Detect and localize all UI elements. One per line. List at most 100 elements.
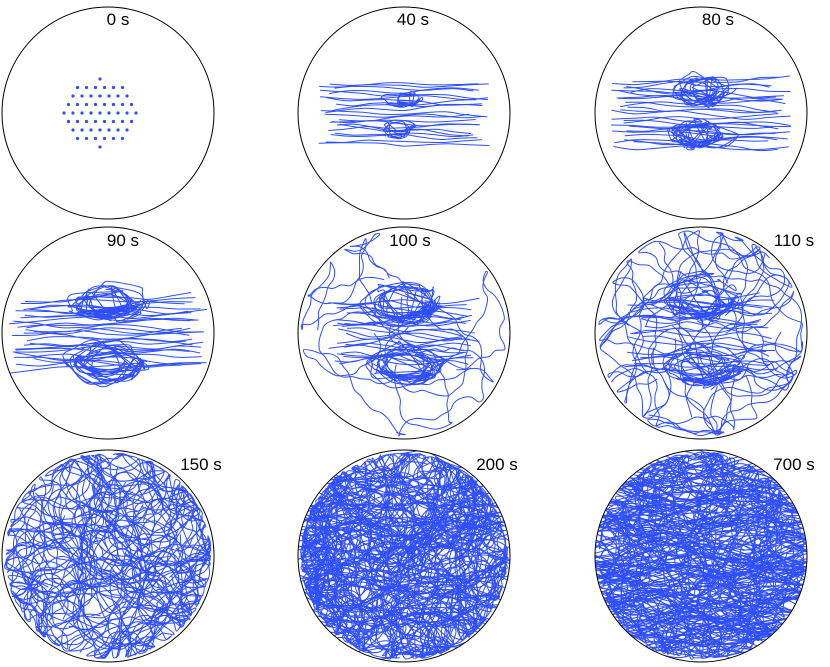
trajectory xyxy=(328,123,480,131)
trajectory xyxy=(325,139,483,144)
trajectory xyxy=(94,578,192,659)
trajectory xyxy=(625,101,777,113)
tracer-dot xyxy=(80,94,84,98)
trajectory xyxy=(672,230,803,352)
trajectories-1 xyxy=(318,82,490,147)
trajectory xyxy=(112,453,207,600)
tracer-dot xyxy=(66,119,71,124)
trajectory xyxy=(379,289,438,316)
trajectories-7 xyxy=(298,450,510,662)
trajectory xyxy=(665,538,804,656)
tracer-dot xyxy=(111,136,116,141)
trajectory xyxy=(298,577,510,591)
trajectory xyxy=(681,464,755,621)
trajectory xyxy=(729,490,805,611)
trajectories-5 xyxy=(598,230,804,437)
trajectory xyxy=(307,238,385,305)
trajectory xyxy=(23,301,193,310)
tracer-dot xyxy=(98,145,102,149)
trajectory xyxy=(82,290,129,314)
trajectory xyxy=(53,560,206,658)
trajectory xyxy=(628,546,774,659)
trajectory xyxy=(21,483,158,594)
trajectory xyxy=(4,546,192,616)
trajectory xyxy=(298,588,510,612)
tracer-dot xyxy=(107,128,111,132)
time-label: 80 s xyxy=(702,10,734,29)
trajectory xyxy=(306,584,437,656)
trajectory xyxy=(329,87,479,94)
trajectory xyxy=(599,570,740,654)
tracer-dot xyxy=(111,85,116,90)
trajectory xyxy=(402,467,469,620)
trajectory xyxy=(81,453,172,641)
trajectory xyxy=(630,329,772,339)
trajectories-4 xyxy=(300,233,506,437)
tracer-dot xyxy=(116,128,120,132)
trajectory xyxy=(318,309,471,386)
trajectory xyxy=(6,497,195,573)
trajectory xyxy=(87,455,164,656)
trajectory xyxy=(298,534,510,555)
trajectory xyxy=(298,525,510,555)
trajectory xyxy=(298,503,510,524)
tracer-dot xyxy=(125,94,129,98)
trajectory xyxy=(13,320,203,333)
tracer-dot xyxy=(66,102,71,107)
tracer-dot xyxy=(107,111,111,115)
panel-1: 40 s xyxy=(297,6,511,220)
trajectory xyxy=(20,297,196,305)
disk-boundary xyxy=(1,449,215,663)
disk-boundary xyxy=(594,226,808,440)
tracer-dot xyxy=(102,136,107,141)
trajectory xyxy=(666,284,740,309)
trajectory xyxy=(624,133,778,141)
trajectory xyxy=(298,640,510,662)
trajectory xyxy=(663,358,794,436)
trajectory xyxy=(333,475,474,567)
trajectory xyxy=(72,491,151,659)
tracer-dot xyxy=(84,85,89,90)
tracer-dot xyxy=(71,94,75,98)
tracer-dot xyxy=(134,111,138,115)
tracer-dot xyxy=(89,94,93,98)
trajectory xyxy=(595,592,807,622)
trajectory xyxy=(363,308,453,430)
trajectory xyxy=(298,484,510,510)
trajectory xyxy=(125,535,211,657)
trajectory xyxy=(717,453,778,640)
trajectory xyxy=(624,453,718,597)
trajectory xyxy=(638,240,786,316)
tracer-dot xyxy=(116,111,120,115)
tracer-dot xyxy=(84,102,89,107)
trajectory xyxy=(324,454,436,577)
trajectory xyxy=(334,85,474,92)
trajectory xyxy=(298,559,510,580)
panel-2: 80 s xyxy=(594,6,808,220)
trajectory xyxy=(315,462,452,627)
trajectory xyxy=(680,357,741,386)
trajectory xyxy=(389,502,502,636)
trajectory xyxy=(298,521,510,543)
trajectory xyxy=(385,121,409,138)
trajectory xyxy=(622,466,756,547)
trajectory xyxy=(384,293,469,397)
time-label: 200 s xyxy=(476,455,518,474)
trajectory xyxy=(323,454,419,623)
tracer-dot xyxy=(116,94,120,98)
trajectory xyxy=(23,471,178,621)
trajectory xyxy=(328,297,480,306)
trajectory xyxy=(320,110,488,118)
trajectory xyxy=(663,275,721,317)
trajectory xyxy=(5,461,153,562)
trajectory xyxy=(298,571,510,595)
trajectory xyxy=(29,340,187,348)
trajectory xyxy=(21,459,142,574)
disk-boundary xyxy=(297,6,511,220)
tracer-dot xyxy=(84,119,89,124)
trajectory xyxy=(82,478,200,574)
time-label: 90 s xyxy=(107,231,139,250)
tracer-dot xyxy=(93,102,98,107)
trajectory xyxy=(689,76,731,103)
trajectory xyxy=(344,233,410,333)
